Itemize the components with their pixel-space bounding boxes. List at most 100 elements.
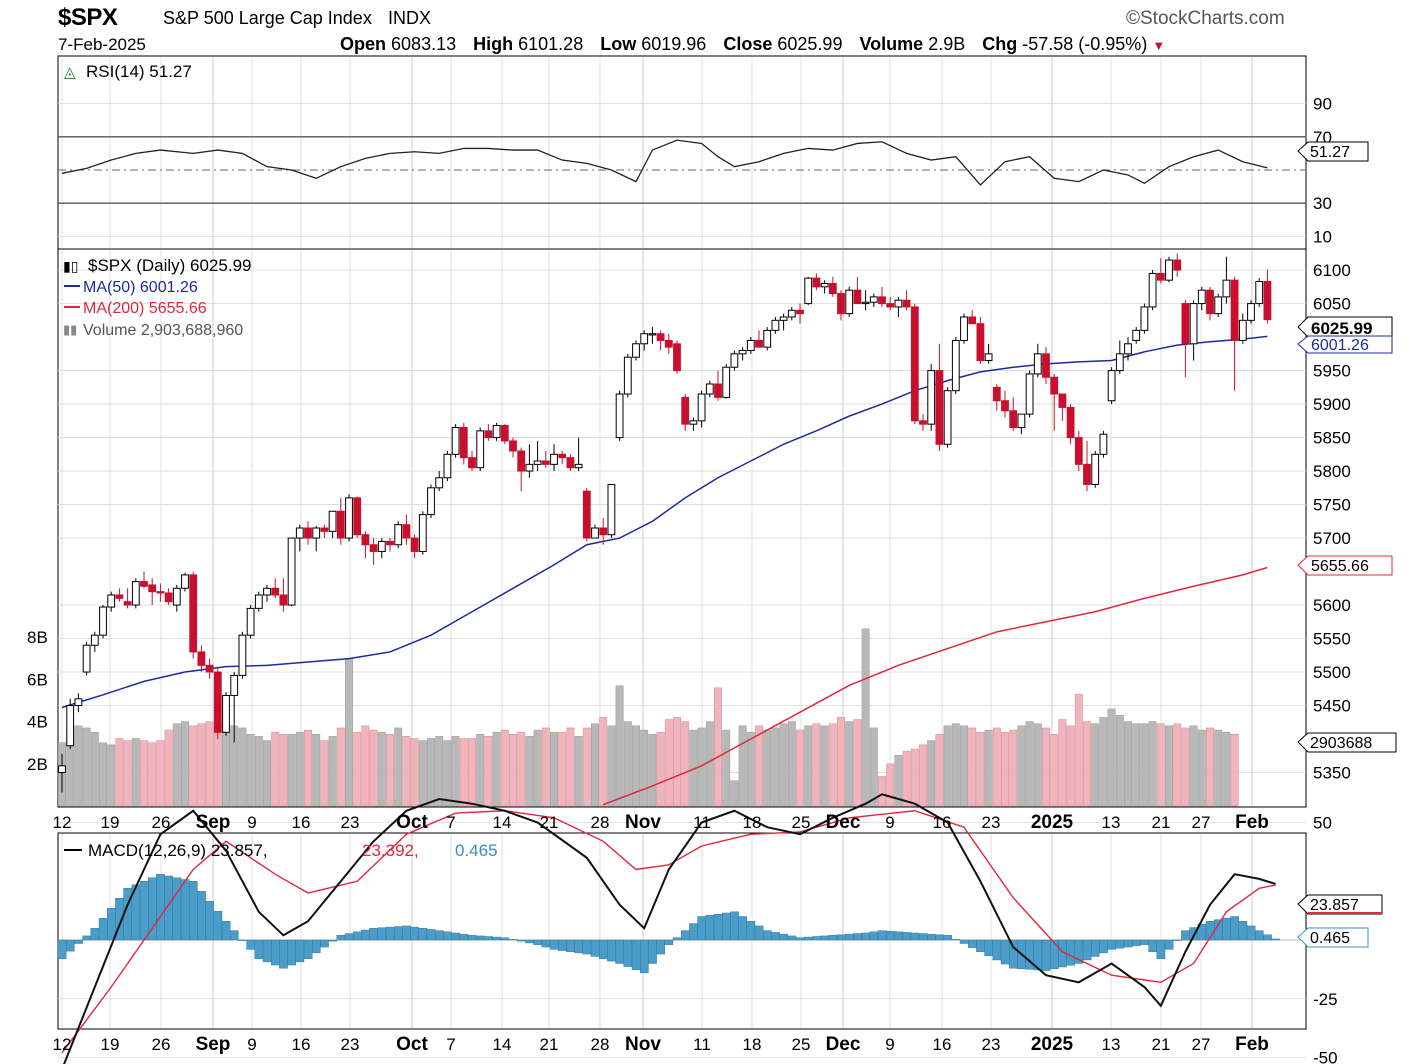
macd-histogram-bar — [943, 935, 952, 941]
macd-histogram-bar — [631, 939, 641, 970]
macd-histogram-bar — [1181, 930, 1190, 941]
chart-header: $SPX S&P 500 Large Cap Index INDX ©Stock… — [0, 0, 1410, 56]
macd-x-tick-label: 19 — [101, 1035, 120, 1054]
volume-bar — [197, 723, 206, 807]
volume-bar — [1066, 725, 1075, 807]
candle-body — [746, 339, 755, 351]
candle-body — [558, 453, 567, 459]
candle-body — [189, 574, 198, 653]
macd-histogram-bar — [812, 936, 821, 941]
macd-histogram-bar — [385, 926, 395, 941]
candle-body — [509, 440, 517, 452]
macd-histogram-bar — [549, 939, 559, 950]
volume-legend-icon: ▮▮ — [63, 322, 77, 337]
candle-body — [443, 453, 452, 479]
rsi-plot — [61, 139, 1268, 186]
macd-x-tick-label: Nov — [625, 1034, 661, 1055]
volume-bar — [164, 729, 173, 807]
macd-x-tick-label: 25 — [792, 1035, 811, 1054]
volume-bar — [353, 731, 362, 807]
volume-bar — [320, 740, 329, 807]
volume-bar — [1115, 715, 1124, 807]
volume-bar — [951, 723, 960, 807]
candle-body — [271, 587, 280, 596]
macd-histogram-bar — [74, 939, 83, 944]
volume-bar — [582, 727, 591, 807]
macd-histogram-bar — [1230, 916, 1239, 941]
macd-histogram-bar — [918, 933, 928, 941]
volume-bar — [386, 734, 394, 807]
macd-histogram-bar — [779, 933, 788, 941]
volume-bar — [738, 725, 747, 807]
x-tick-label: 16 — [292, 813, 311, 832]
volume-bar — [492, 731, 501, 807]
macd-histogram-bar — [648, 939, 657, 964]
macd-histogram-bar — [607, 939, 616, 962]
macd-histogram-bar — [656, 939, 665, 955]
candle-body — [1214, 296, 1223, 315]
candle-body — [90, 634, 99, 646]
rsi-tick-label: 10 — [1313, 227, 1332, 246]
hist-tag-shape — [1297, 927, 1369, 948]
macd-histogram-bar — [221, 921, 231, 941]
candle-body — [1181, 303, 1190, 345]
x-tick-label: Feb — [1235, 812, 1269, 833]
volume-bar — [632, 725, 640, 807]
macd-histogram-bar — [1123, 939, 1133, 948]
volume-bar — [189, 725, 198, 807]
macd-histogram-bar — [754, 925, 764, 941]
change-label: Chg — [982, 34, 1018, 54]
volume-bar — [222, 731, 230, 807]
candle-body — [1107, 370, 1116, 402]
volume-bar — [1148, 721, 1157, 807]
macd-histogram-bar — [853, 933, 862, 941]
volume-bar — [796, 729, 804, 807]
candle-body — [902, 299, 911, 308]
ma200-tag-text: 5655.66 — [1311, 558, 1369, 575]
volume-bar — [599, 717, 608, 807]
macd-histogram-bar — [295, 939, 305, 963]
macd-histogram-bar — [271, 939, 280, 966]
candle-body — [1033, 353, 1042, 375]
volume-bar — [1107, 708, 1116, 807]
candle-body — [1140, 306, 1149, 331]
candle-body — [664, 339, 673, 348]
macd-histogram-bar — [139, 881, 149, 941]
macd-histogram-bar — [369, 928, 379, 941]
macd-histogram-bar — [705, 915, 715, 941]
macd-histogram-bar — [894, 931, 903, 941]
candle-body — [156, 591, 165, 594]
macd-histogram-bar — [681, 930, 690, 941]
macd-histogram-bar — [197, 891, 206, 941]
candle-body — [459, 427, 468, 459]
axes: 12 12 19 19 26 26 Sep Sep 9 9 16 16 23 23 Oct Oct 7 7 14 14… — [27, 95, 1351, 1064]
price-tick-label: 5700 — [1313, 529, 1351, 548]
candle-body — [394, 524, 403, 546]
macd-x-tick-label: 21 — [1152, 1035, 1171, 1054]
change-value: -57.58 (-0.95%) — [1022, 34, 1148, 54]
candle-body — [82, 644, 91, 673]
macd-histogram-bar — [361, 929, 370, 941]
macd-histogram-bar — [582, 939, 592, 955]
x-tick-label: 18 — [743, 813, 762, 832]
macd-histogram-bar — [1222, 917, 1231, 941]
candle-body — [1156, 272, 1165, 281]
volume-bar — [730, 780, 739, 807]
candle-body — [353, 497, 362, 536]
candle-body — [943, 390, 952, 445]
volume-bar — [263, 740, 271, 807]
candle-body — [386, 540, 394, 546]
macd-histogram-bar — [377, 927, 387, 941]
macd-histogram-bar — [279, 939, 288, 969]
candle-body — [623, 356, 632, 395]
macd-histogram-bar — [1148, 939, 1157, 952]
volume-bar — [1050, 734, 1059, 807]
stockcharts-logo[interactable]: ©StockCharts.com — [1126, 8, 1285, 29]
macd-histogram-bar — [1263, 934, 1272, 941]
rsi-tag-shape — [1297, 141, 1369, 162]
macd-histogram-bar — [1246, 925, 1256, 941]
macd-histogram-bar — [713, 913, 723, 941]
volume-bar — [976, 731, 985, 807]
candle-body — [369, 544, 378, 552]
macd-histogram-bar — [722, 912, 731, 941]
